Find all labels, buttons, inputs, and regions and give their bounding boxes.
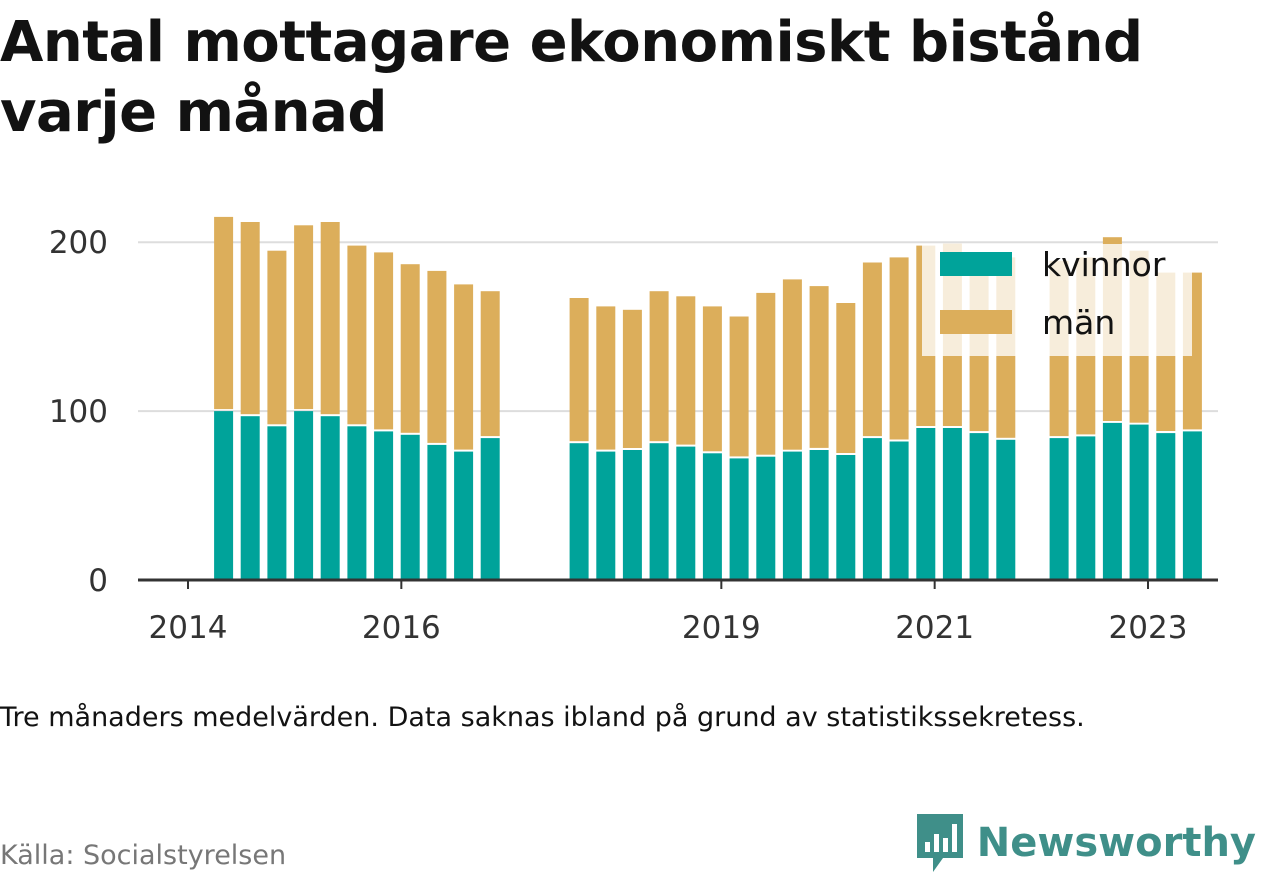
bar-kvinnor: [240, 416, 260, 580]
bar-män: [756, 292, 776, 455]
bar-kvinnor: [942, 428, 962, 580]
bar-kvinnor: [454, 451, 474, 580]
brand-logo: Newsworthy: [915, 811, 1256, 875]
y-tick-label: 200: [49, 225, 108, 261]
axes: 0 100 200 2014 2016 2019 2021 2023: [49, 225, 1218, 646]
bar-män: [374, 252, 394, 430]
legend: kvinnor män: [922, 244, 1192, 356]
bar-kvinnor: [480, 438, 500, 580]
bar-kvinnor: [214, 411, 234, 580]
newsworthy-icon: [916, 814, 963, 872]
bar-män: [454, 284, 474, 450]
legend-label-män: män: [1042, 303, 1115, 342]
bar-kvinnor: [320, 416, 340, 580]
bar-kvinnor: [889, 441, 909, 580]
bar-män: [809, 286, 829, 448]
legend-label-kvinnor: kvinnor: [1042, 245, 1166, 284]
bar-män: [889, 257, 909, 440]
bar-män: [480, 291, 500, 437]
bar-män: [649, 291, 669, 442]
bar-män: [622, 309, 642, 448]
brand-name: Newsworthy: [976, 820, 1256, 866]
bar-kvinnor: [702, 453, 722, 580]
bar-kvinnor: [1182, 431, 1202, 580]
chart-title: Antal mottagare ekonomiskt bistånd varje…: [0, 10, 1143, 145]
bar-män: [294, 225, 314, 410]
bar-män: [569, 298, 589, 442]
bar-män: [347, 245, 367, 425]
bar-kvinnor: [729, 458, 749, 580]
bar-kvinnor: [622, 450, 642, 580]
bar-kvinnor: [649, 443, 669, 580]
bar-män: [676, 296, 696, 445]
bar-kvinnor: [294, 411, 314, 580]
y-tick-label: 100: [49, 394, 108, 430]
bar-kvinnor: [1156, 433, 1176, 580]
legend-swatch-kvinnor: [940, 252, 1012, 276]
bar-kvinnor: [1076, 436, 1096, 580]
bar-män: [782, 279, 802, 450]
bar-kvinnor: [756, 456, 776, 580]
bar-kvinnor: [996, 439, 1016, 580]
bars: [214, 216, 1202, 580]
bar-kvinnor: [836, 455, 856, 580]
x-tick-label: 2014: [149, 610, 228, 646]
bar-kvinnor: [569, 443, 589, 580]
bar-kvinnor: [1102, 422, 1122, 580]
bar-män: [729, 316, 749, 457]
source-label: Källa: Socialstyrelsen: [0, 840, 287, 871]
bar-kvinnor: [374, 431, 394, 580]
bar-män: [862, 262, 882, 437]
bar-kvinnor: [596, 451, 616, 580]
bar-kvinnor: [676, 446, 696, 580]
bar-män: [702, 306, 722, 452]
bar-kvinnor: [809, 450, 829, 580]
chart-note: Tre månaders medelvärden. Data saknas ib…: [0, 702, 1085, 733]
bar-män: [320, 222, 340, 415]
bar-kvinnor: [400, 434, 420, 580]
x-tick-label: 2021: [895, 610, 974, 646]
bar-män: [400, 264, 420, 433]
bar-kvinnor: [427, 444, 447, 580]
bar-kvinnor: [916, 428, 936, 580]
bar-kvinnor: [347, 426, 367, 580]
bar-kvinnor: [1129, 424, 1149, 580]
bar-kvinnor: [1049, 438, 1069, 580]
bar-kvinnor: [969, 433, 989, 580]
x-tick-label: 2023: [1109, 610, 1188, 646]
chart: 0 100 200 2014 2016 2019 2021 2023 kvinnor män: [49, 216, 1218, 646]
bar-män: [240, 222, 260, 415]
bar-kvinnor: [782, 451, 802, 580]
bar-män: [214, 216, 234, 410]
bar-kvinnor: [267, 426, 287, 580]
y-tick-label: 0: [88, 563, 108, 599]
bar-män: [267, 250, 287, 425]
bar-män: [427, 270, 447, 443]
bar-män: [596, 306, 616, 450]
x-tick-label: 2019: [682, 610, 761, 646]
legend-swatch-män: [940, 310, 1012, 334]
x-tick-label: 2016: [362, 610, 441, 646]
bar-män: [836, 303, 856, 453]
bar-kvinnor: [862, 438, 882, 580]
